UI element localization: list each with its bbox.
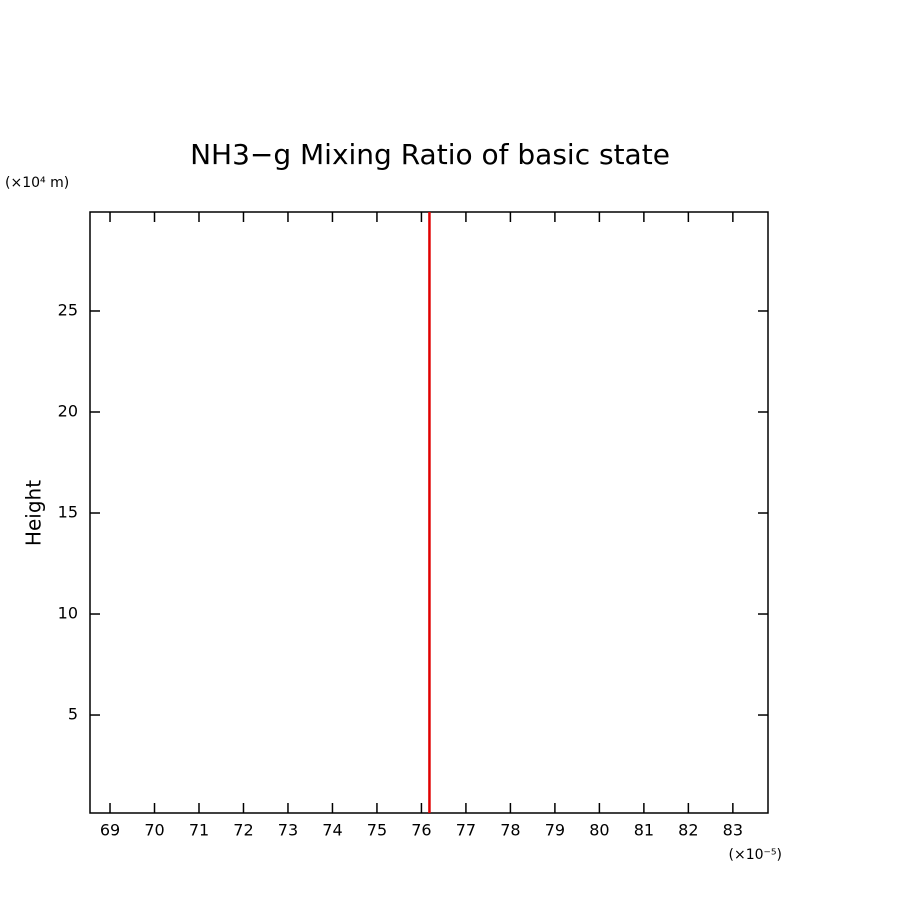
y-tick-label: 5 bbox=[68, 705, 78, 724]
x-tick-label: 83 bbox=[723, 821, 743, 840]
chart-title: NH3−g Mixing Ratio of basic state bbox=[190, 138, 670, 171]
x-tick-label: 74 bbox=[322, 821, 342, 840]
x-tick-label: 72 bbox=[233, 821, 253, 840]
y-tick-label: 25 bbox=[58, 300, 78, 319]
x-tick-label: 73 bbox=[278, 821, 298, 840]
x-tick-label: 75 bbox=[367, 821, 387, 840]
x-tick-label: 82 bbox=[678, 821, 698, 840]
x-tick-label: 80 bbox=[589, 821, 609, 840]
x-unit: (×10⁻⁵) bbox=[729, 847, 782, 863]
y-tick-label: 20 bbox=[58, 401, 78, 420]
x-tick-label: 69 bbox=[100, 821, 120, 840]
x-tick-label: 79 bbox=[545, 821, 565, 840]
y-tick-label: 10 bbox=[58, 604, 78, 623]
x-tick-label: 81 bbox=[634, 821, 654, 840]
y-tick-label: 15 bbox=[58, 503, 78, 522]
x-tick-label: 78 bbox=[500, 821, 520, 840]
x-tick-label: 71 bbox=[189, 821, 209, 840]
y-axis-label: Height bbox=[22, 480, 46, 546]
y-unit: (×10⁴ m) bbox=[5, 175, 69, 191]
x-tick-label: 77 bbox=[456, 821, 476, 840]
x-tick-label: 76 bbox=[411, 821, 431, 840]
x-tick-label: 70 bbox=[144, 821, 164, 840]
